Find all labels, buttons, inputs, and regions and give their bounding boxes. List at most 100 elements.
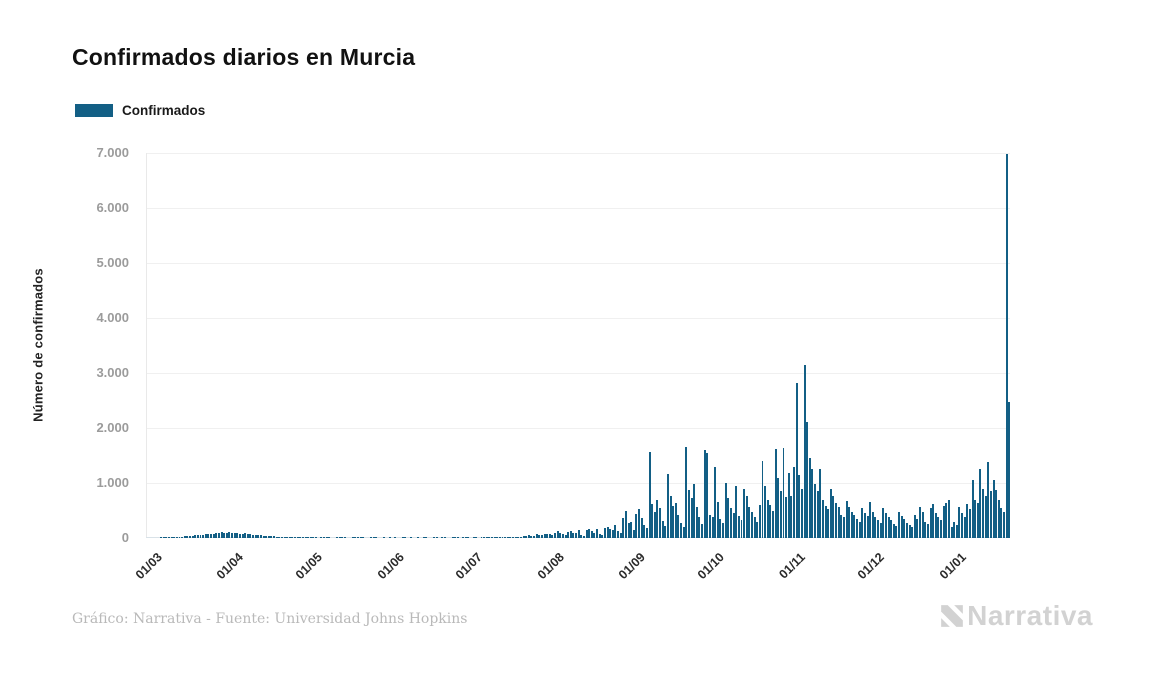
bar[interactable] [737,516,740,538]
bar[interactable] [974,499,977,538]
bar[interactable] [882,507,885,538]
bar[interactable] [357,537,360,538]
bar[interactable] [979,469,982,538]
bar[interactable] [693,484,696,538]
bar[interactable] [619,533,622,538]
bar[interactable] [590,531,593,538]
bar[interactable] [648,451,651,538]
bar[interactable] [265,535,268,538]
bar[interactable] [217,532,220,538]
bar[interactable] [296,537,299,538]
bar[interactable] [291,537,294,538]
bar[interactable] [178,537,181,538]
bar[interactable] [422,537,425,538]
bar[interactable] [341,537,344,538]
bar[interactable] [1005,153,1008,538]
bar[interactable] [183,536,186,538]
bar[interactable] [512,537,514,538]
bar[interactable] [819,469,822,538]
bar[interactable] [354,537,357,538]
bar[interactable] [748,507,751,538]
bar[interactable] [790,496,793,538]
bar[interactable] [730,508,732,538]
bar[interactable] [711,517,714,538]
bar[interactable] [850,511,853,538]
bar[interactable] [231,532,233,538]
bar[interactable] [246,534,249,538]
bar[interactable] [585,529,588,538]
bar[interactable] [695,507,698,538]
bar[interactable] [165,537,168,538]
bar[interactable] [191,535,194,538]
bar[interactable] [874,517,877,538]
bar[interactable] [425,537,428,538]
bar[interactable] [527,534,530,538]
bar[interactable] [779,491,782,538]
bar[interactable] [575,533,578,538]
bar[interactable] [842,517,845,538]
bar[interactable] [919,507,922,538]
bar[interactable] [338,537,341,538]
bar[interactable] [435,537,438,538]
bar[interactable] [659,508,662,538]
bar[interactable] [724,483,727,538]
bar[interactable] [404,537,407,538]
bar[interactable] [554,533,557,538]
bar[interactable] [212,533,215,538]
bar[interactable] [267,536,270,538]
bar[interactable] [871,511,874,538]
bar[interactable] [611,530,614,538]
bar[interactable] [627,522,630,538]
bar[interactable] [858,521,861,538]
bar[interactable] [462,537,465,538]
bar[interactable] [257,535,260,538]
bar[interactable] [315,537,318,538]
bar[interactable] [680,522,683,538]
bar[interactable] [572,532,575,538]
bar[interactable] [740,519,743,538]
bar[interactable] [567,531,570,538]
bar[interactable] [336,537,339,538]
bar[interactable] [551,534,554,538]
bar[interactable] [687,489,690,538]
bar[interactable] [829,488,832,538]
bar[interactable] [884,513,887,538]
bar[interactable] [501,537,504,538]
bar[interactable] [903,519,906,538]
bar[interactable] [596,528,599,538]
bar[interactable] [606,527,609,538]
bar[interactable] [701,523,704,538]
bar[interactable] [708,514,711,538]
bar[interactable] [543,534,546,538]
bar[interactable] [714,467,717,538]
bar[interactable] [401,537,404,538]
bar[interactable] [758,505,761,538]
bar[interactable] [992,480,995,538]
bar[interactable] [220,531,223,538]
bar[interactable] [233,533,236,538]
bar[interactable] [325,537,328,538]
bar[interactable] [856,518,859,538]
bar[interactable] [782,448,785,538]
bar[interactable] [259,534,262,538]
bar[interactable] [816,491,819,538]
bar[interactable] [580,534,583,538]
bar[interactable] [766,499,769,538]
bar[interactable] [168,537,170,538]
bar[interactable] [189,535,191,538]
bar[interactable] [162,537,165,538]
bar[interactable] [669,496,672,538]
bar[interactable] [614,525,617,538]
bar[interactable] [480,537,483,538]
bar[interactable] [866,516,869,538]
bar[interactable] [732,512,735,538]
bar[interactable] [598,533,601,538]
bar[interactable] [320,537,323,538]
bar[interactable] [827,509,830,538]
bar[interactable] [238,533,241,538]
bar[interactable] [498,537,501,538]
bar[interactable] [588,529,591,538]
bar[interactable] [638,509,641,538]
bar[interactable] [441,537,444,538]
bar[interactable] [280,536,283,538]
